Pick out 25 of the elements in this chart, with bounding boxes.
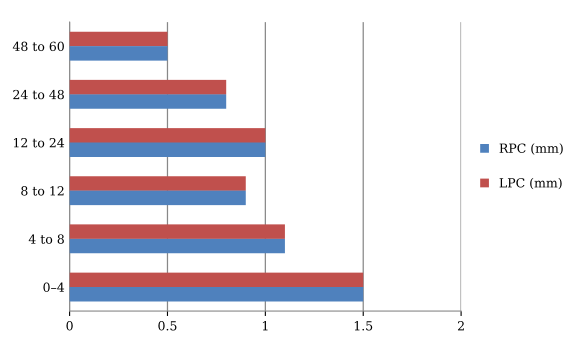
bar: [70, 238, 285, 254]
bar: [70, 176, 246, 191]
bar: [70, 272, 364, 288]
bar: [70, 32, 168, 46]
y-tick-label: 48 to 60: [12, 42, 64, 52]
bar: [70, 190, 246, 206]
x-tick-label: 1.5: [354, 321, 372, 330]
bar: [70, 142, 266, 157]
y-tick-label: 4 to 8: [28, 234, 64, 244]
legend-label: RPC (mm): [500, 143, 563, 155]
y-tick-label: 8 to 12: [21, 186, 64, 196]
legend-label: LPC (mm): [500, 178, 562, 190]
bar: [70, 94, 226, 109]
x-tick-label: 1: [262, 321, 268, 330]
y-tick-label: 24 to 48: [13, 90, 64, 100]
bar: [70, 128, 266, 143]
x-tick-label: 2: [458, 321, 464, 330]
bar: [70, 224, 285, 239]
bar: [70, 287, 364, 302]
bar: [70, 80, 226, 94]
x-tick-label: 0: [66, 321, 73, 330]
bar: [70, 46, 168, 61]
y-tick-label: 12 to 24: [14, 138, 64, 148]
x-tick-label: 0.5: [158, 321, 176, 330]
y-tick-label: 0–4: [43, 282, 64, 292]
